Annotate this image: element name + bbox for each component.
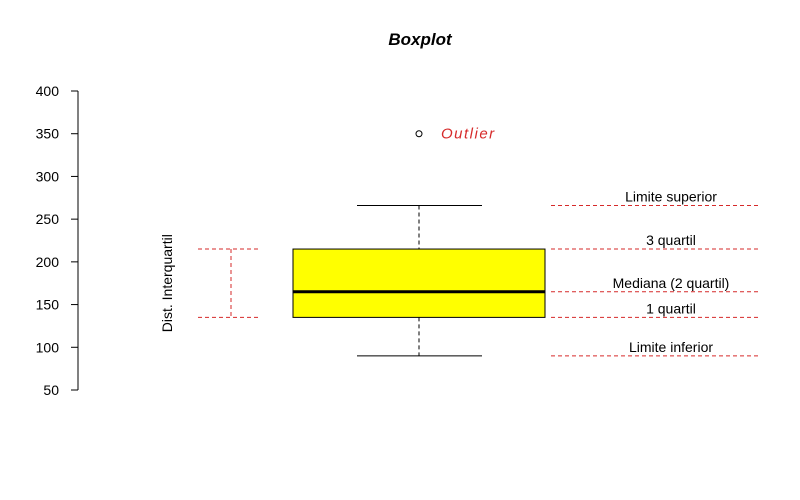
annotations: Limite superior 3 quartil Mediana (2 quart… (551, 188, 760, 357)
outliers: Outlier (415, 126, 496, 143)
chart-title: Boxplot (388, 30, 453, 49)
y-tick-label: 200 (36, 254, 60, 270)
y-tick-label: 50 (43, 382, 59, 398)
y-tick-label: 400 (36, 83, 60, 99)
y-tick-label: 150 (36, 297, 60, 313)
reference-label: 1 quartil (646, 300, 696, 316)
iqr-label: Dist. Interquartil (159, 234, 175, 332)
reference-label: 3 quartil (646, 232, 696, 248)
y-tick-label: 350 (36, 126, 60, 142)
reference-label: Mediana (2 quartil) (613, 275, 730, 291)
y-tick-label: 300 (36, 168, 60, 184)
outlier-point (415, 130, 423, 138)
box-plot (292, 204, 546, 357)
reference-label: Limite superior (625, 188, 717, 204)
y-tick-label: 250 (36, 211, 60, 227)
iqr-box (292, 248, 546, 318)
outlier-label: Outlier (441, 126, 496, 143)
y-tick-label: 100 (36, 339, 60, 355)
iqr-bracket: Dist. Interquartil (159, 234, 259, 332)
y-axis: 50 100 150 200 250 300 350 400 (36, 83, 79, 398)
reference-label: Limite inferior (629, 339, 713, 355)
